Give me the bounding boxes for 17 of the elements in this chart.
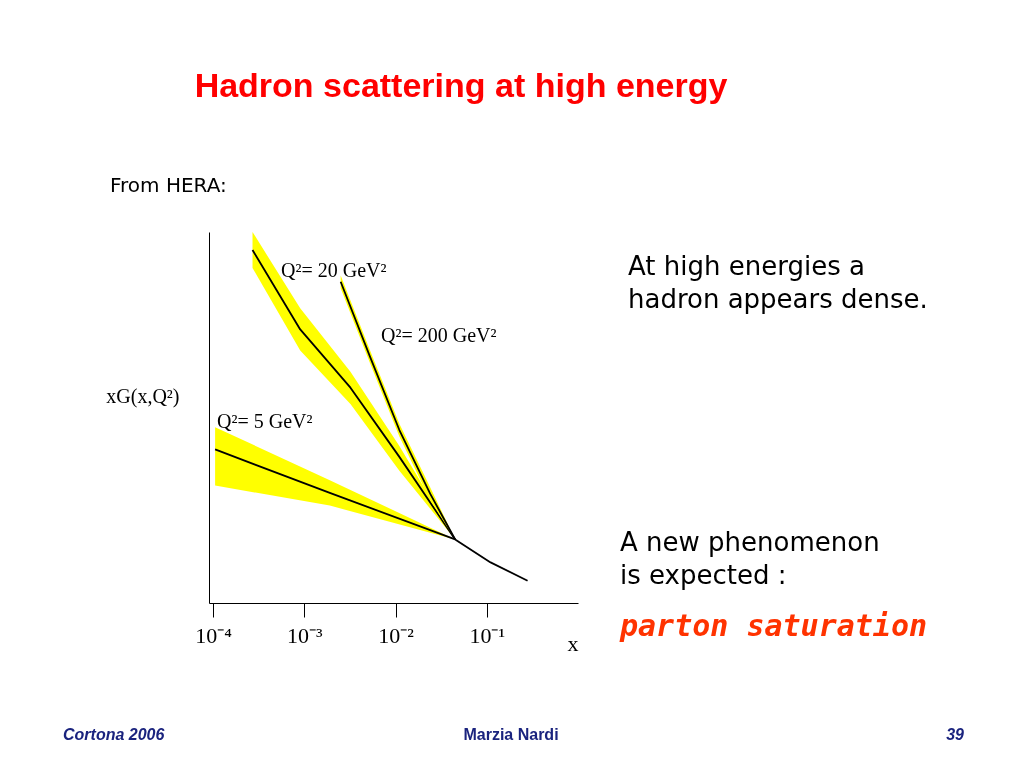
series-label: Q²= 200 GeV² bbox=[381, 324, 497, 346]
chart-title: Hadron scattering at high energy bbox=[194, 66, 728, 104]
chart-subtitle: From HERA: bbox=[110, 173, 227, 197]
text: Cortona 2006 bbox=[63, 726, 165, 743]
x-axis-title: x bbox=[567, 630, 579, 656]
x-tick-label: 10⁻¹ bbox=[469, 622, 506, 648]
text: A new phenomenon is expected : bbox=[620, 527, 880, 590]
x-tick-label: 10⁻³ bbox=[287, 622, 324, 648]
x-tick-label: 10⁻² bbox=[378, 622, 415, 648]
series-label: Q²= 20 GeV² bbox=[281, 259, 387, 281]
y-axis-title: xG(x,Q²) bbox=[106, 384, 180, 408]
text: parton saturation bbox=[619, 608, 928, 643]
series-label: Q²= 5 GeV² bbox=[217, 410, 313, 432]
text: At high energies a hadron appears dense. bbox=[628, 251, 928, 314]
x-tick-label: 10⁻⁴ bbox=[195, 622, 233, 648]
text: Marzia Nardi bbox=[463, 726, 559, 743]
text: 39 bbox=[946, 726, 965, 743]
